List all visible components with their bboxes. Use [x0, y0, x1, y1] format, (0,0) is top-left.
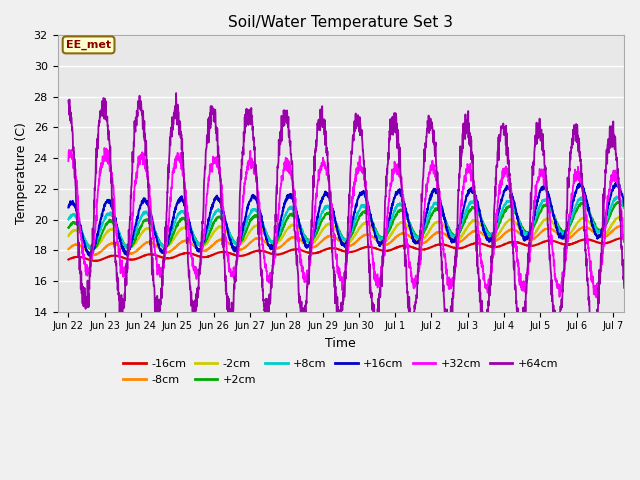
Title: Soil/Water Temperature Set 3: Soil/Water Temperature Set 3 [228, 15, 453, 30]
Text: EE_met: EE_met [66, 40, 111, 50]
Y-axis label: Temperature (C): Temperature (C) [15, 122, 28, 225]
X-axis label: Time: Time [325, 337, 356, 350]
Legend: -16cm, -8cm, -2cm, +2cm, +8cm, +16cm, +32cm, +64cm: -16cm, -8cm, -2cm, +2cm, +8cm, +16cm, +3… [119, 355, 563, 389]
